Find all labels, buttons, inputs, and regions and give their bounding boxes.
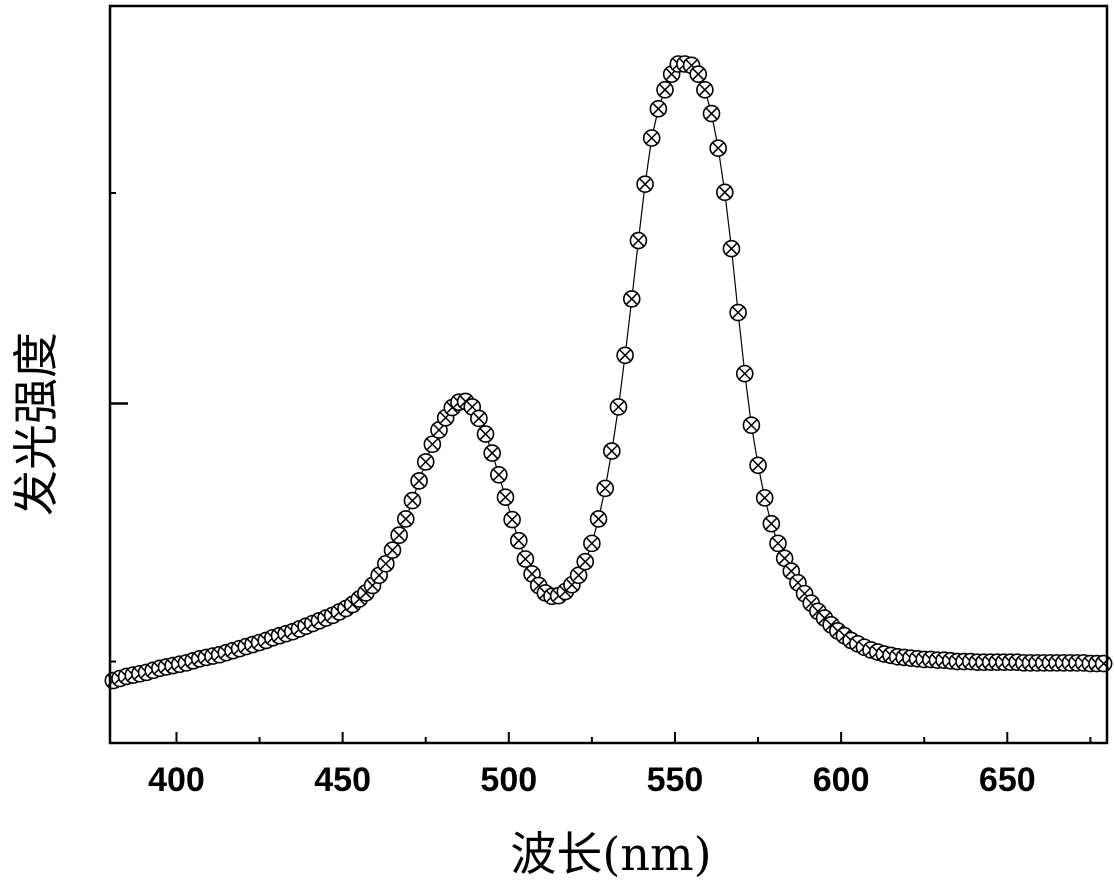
data-point — [597, 480, 613, 496]
data-point — [763, 516, 779, 532]
data-point — [511, 533, 527, 549]
y-axis-title: 发光强度 — [9, 332, 63, 516]
data-point — [757, 490, 773, 506]
data-point — [750, 457, 766, 473]
data-point — [491, 467, 507, 483]
data-point — [484, 445, 500, 461]
data-point — [697, 82, 713, 98]
data-point — [737, 366, 753, 382]
series-line — [113, 64, 1103, 681]
data-point — [1096, 656, 1112, 672]
y-ticks — [110, 193, 128, 662]
data-point — [504, 512, 520, 528]
data-point — [690, 66, 706, 82]
data-point — [624, 291, 640, 307]
data-point — [743, 417, 759, 433]
axes — [110, 6, 1107, 743]
data-point — [398, 511, 414, 527]
data-point — [584, 535, 600, 551]
x-tick-label: 400 — [148, 761, 205, 799]
x-tick-label: 500 — [480, 761, 537, 799]
x-tick-label: 550 — [647, 761, 704, 799]
x-axis-title: 波长(nm) — [510, 827, 711, 881]
data-point — [478, 426, 494, 442]
data-point — [617, 347, 633, 363]
data-point — [391, 527, 407, 543]
data-point — [644, 130, 660, 146]
data-point — [630, 233, 646, 249]
data-point — [418, 454, 434, 470]
data-point — [710, 140, 726, 156]
data-point — [730, 305, 746, 321]
data-point — [604, 443, 620, 459]
data-point — [770, 535, 786, 551]
data-point — [704, 106, 720, 122]
data-point — [411, 473, 427, 489]
x-tick-label: 650 — [979, 761, 1036, 799]
data-point — [591, 511, 607, 527]
data-point — [497, 489, 513, 505]
plot-series — [105, 56, 1111, 689]
data-point — [384, 542, 400, 558]
data-point — [717, 184, 733, 200]
data-point — [657, 82, 673, 98]
data-point — [650, 101, 666, 117]
data-point — [637, 176, 653, 192]
data-point — [577, 554, 593, 570]
data-point — [723, 241, 739, 257]
data-point — [471, 410, 487, 426]
data-point — [610, 399, 626, 415]
data-point — [404, 493, 420, 509]
plot-frame — [110, 6, 1107, 743]
data-point — [517, 551, 533, 567]
x-tick-label: 450 — [314, 761, 371, 799]
x-tick-label: 600 — [813, 761, 870, 799]
